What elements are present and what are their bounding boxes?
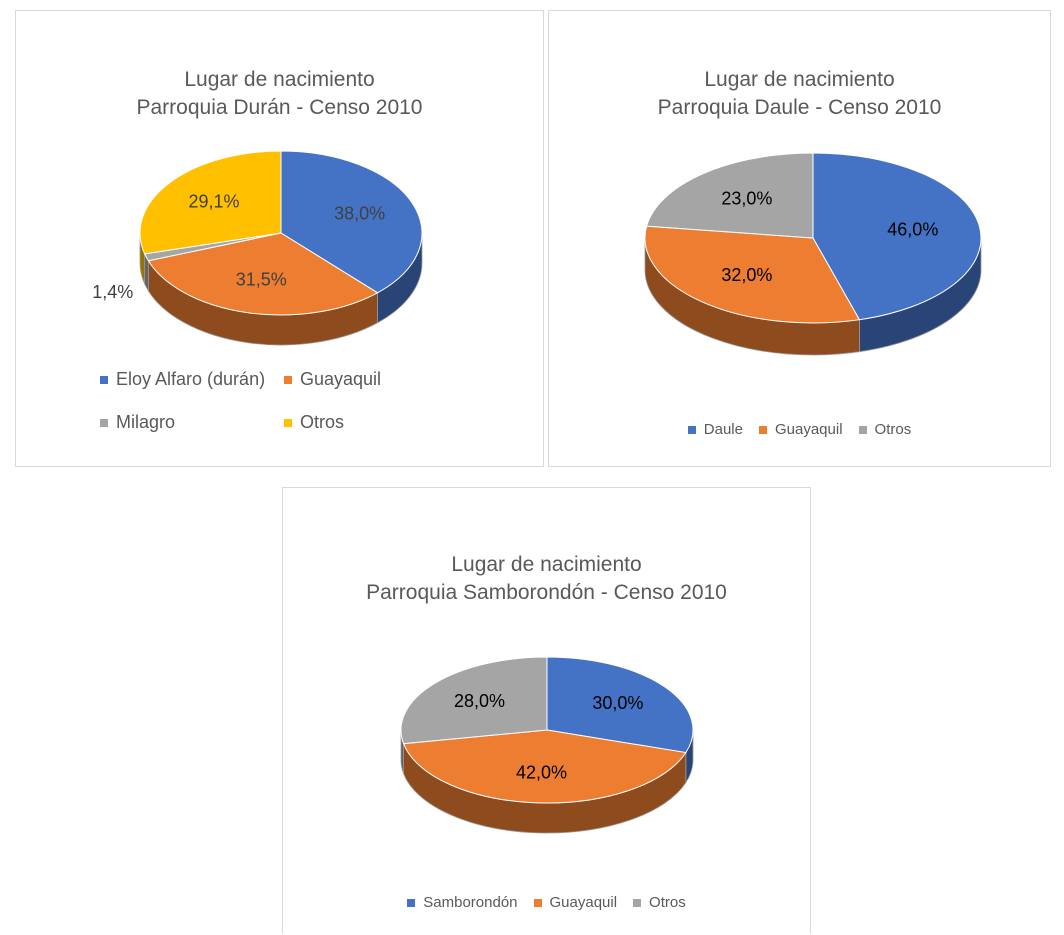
data-label: 42,0% xyxy=(516,762,567,782)
legend-label: Samborondón xyxy=(423,894,518,911)
slice xyxy=(812,152,982,321)
data-label: 29,1% xyxy=(188,192,239,212)
chart-panel: Lugar de nacimiento Parroquia Durán - Ce… xyxy=(15,10,544,467)
legend-swatch xyxy=(687,425,696,434)
legend-item: Guayaquil xyxy=(533,894,618,911)
legend-item: Otros xyxy=(284,412,468,433)
data-label: 31,5% xyxy=(236,270,287,290)
chart-panel: Lugar de nacimiento Parroquia Daule - Ce… xyxy=(548,10,1051,467)
legend-item: Guayaquil xyxy=(758,421,843,438)
legend-item: Daule xyxy=(687,421,743,438)
chart-title: Lugar de nacimiento Parroquia Daule - Ce… xyxy=(657,68,942,119)
legend-label: Eloy Alfaro (durán) xyxy=(116,369,266,389)
slice xyxy=(644,225,861,324)
legend-label: Guayaquil xyxy=(549,894,618,911)
data-label: 28,0% xyxy=(454,691,505,711)
legend-label: Otros xyxy=(874,421,912,438)
slice xyxy=(546,656,694,754)
legend-swatch xyxy=(633,898,642,907)
legend: Samborondón Guayaquil Otros xyxy=(283,894,810,911)
pie-tops xyxy=(400,656,694,804)
legend-swatch xyxy=(284,418,292,427)
legend-item: Eloy Alfaro (durán) xyxy=(100,369,284,390)
legend-item: Otros xyxy=(633,894,686,911)
legend-item: Guayaquil xyxy=(284,369,468,390)
legend-swatch xyxy=(407,898,416,907)
slice xyxy=(400,656,548,745)
data-label: 46,0% xyxy=(887,220,938,240)
legend-label: Guayaquil xyxy=(774,421,843,438)
legend-label: Otros xyxy=(300,412,345,432)
data-label: 23,0% xyxy=(721,188,772,208)
legend-swatch xyxy=(858,425,867,434)
legend-swatch xyxy=(758,425,767,434)
legend-item: Samborondón xyxy=(407,894,518,911)
legend-swatch xyxy=(533,898,542,907)
slice xyxy=(402,729,687,804)
data-label: 1,4% xyxy=(92,282,133,302)
legend-label: Otros xyxy=(649,894,686,911)
slice xyxy=(147,232,379,316)
chart-title: Lugar de nacimiento Parroquia Samborondó… xyxy=(366,553,727,604)
legend-label: Milagro xyxy=(116,412,176,432)
chart-title: Lugar de nacimiento Parroquia Durán - Ce… xyxy=(136,68,423,119)
legend: Daule Guayaquil Otros xyxy=(549,421,1050,438)
legend-swatch xyxy=(284,375,292,384)
pie-tops xyxy=(139,150,423,316)
slice xyxy=(280,150,423,294)
data-label: 30,0% xyxy=(592,693,643,713)
legend-swatch xyxy=(100,375,108,384)
slice xyxy=(645,152,814,239)
legend-item: Milagro xyxy=(100,412,284,433)
pie-tops xyxy=(644,152,982,324)
legend: Eloy Alfaro (durán) Guayaquil Milagro Otros xyxy=(100,369,470,433)
chart: 38,0% 31,5% 1,4% 29,1% xyxy=(92,150,423,346)
chart-panel: Lugar de nacimiento Parroquia Samborondó… xyxy=(282,487,811,934)
legend-swatch xyxy=(100,418,108,427)
legend-label: Guayaquil xyxy=(300,369,382,389)
data-label: 38,0% xyxy=(334,204,385,224)
legend-item: Otros xyxy=(858,421,912,438)
chart: 46,0% 32,0% 23,0% xyxy=(644,152,982,356)
chart: 30,0% 42,0% 28,0% xyxy=(400,656,694,834)
data-label: 32,0% xyxy=(721,265,772,285)
legend-label: Daule xyxy=(703,421,743,438)
slice xyxy=(139,150,282,255)
